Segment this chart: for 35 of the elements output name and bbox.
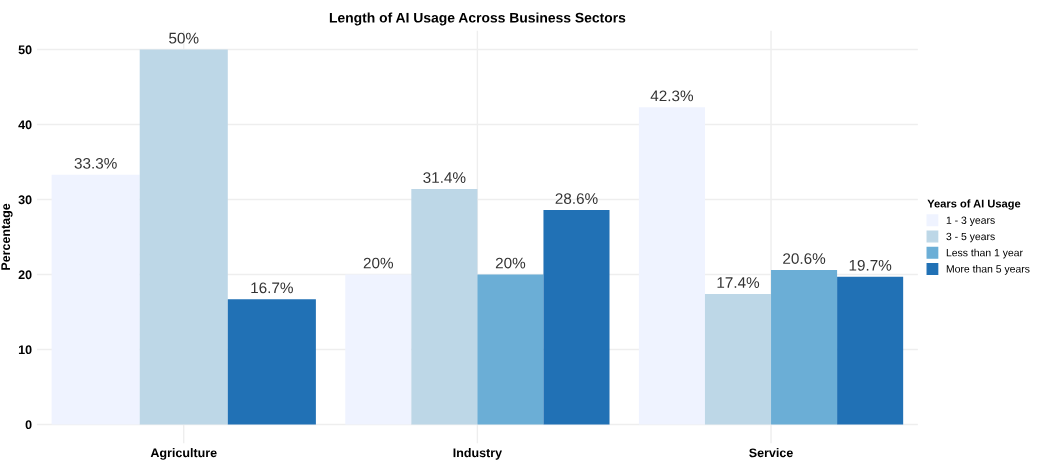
legend-label: More than 5 years bbox=[946, 264, 1030, 275]
data-label: 33.3% bbox=[74, 157, 117, 169]
y-tick-label: 10 bbox=[18, 345, 32, 355]
bar bbox=[704, 293, 772, 425]
legend-label: 3 - 5 years bbox=[946, 232, 995, 243]
data-label: 20% bbox=[363, 257, 394, 269]
bar bbox=[837, 276, 904, 425]
data-label: 16.7% bbox=[251, 282, 293, 294]
y-axis-title: Percentage bbox=[1, 203, 13, 270]
legend-label: Less than 1 year bbox=[946, 248, 1023, 259]
data-label: 20% bbox=[495, 257, 526, 269]
y-tick-label: 50 bbox=[18, 45, 32, 55]
y-tick-label: 40 bbox=[18, 120, 32, 130]
data-label: 19.7% bbox=[849, 259, 892, 271]
x-tick-label: Industry bbox=[453, 448, 502, 460]
bar bbox=[543, 210, 610, 425]
y-tick-label: 30 bbox=[18, 195, 32, 205]
legend-label: 1 - 3 years bbox=[946, 216, 995, 226]
x-tick-label: Agriculture bbox=[150, 448, 217, 460]
bar bbox=[477, 274, 544, 425]
y-tick-label: 0 bbox=[25, 420, 32, 430]
data-label: 28.6% bbox=[555, 193, 598, 204]
chart-title: Length of AI Usage Across Business Sectors bbox=[329, 12, 626, 26]
data-label: 50% bbox=[169, 32, 199, 44]
data-label: 17.4% bbox=[717, 277, 760, 288]
bar bbox=[411, 189, 478, 425]
data-label: 31.4% bbox=[423, 172, 466, 183]
bar bbox=[345, 274, 412, 425]
y-tick-label: 20 bbox=[18, 270, 32, 280]
bar bbox=[638, 107, 705, 425]
legend-title: Years of AI Usage bbox=[927, 199, 1021, 210]
bar bbox=[771, 269, 838, 425]
x-tick-label: Service bbox=[749, 448, 793, 458]
data-label: 42.3% bbox=[650, 90, 694, 102]
data-label: 20.6% bbox=[783, 253, 826, 264]
